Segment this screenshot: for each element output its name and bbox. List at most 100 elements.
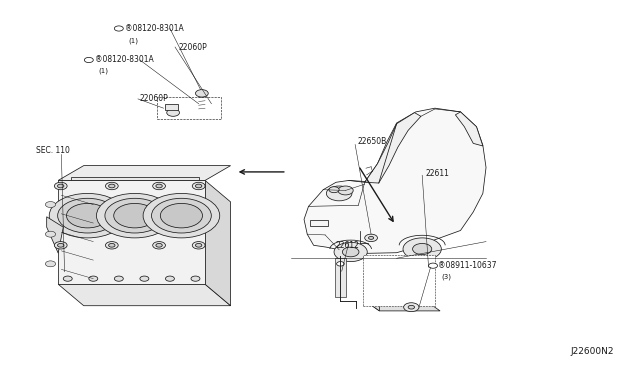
Circle shape [143,193,220,238]
Bar [157,97,221,119]
Circle shape [195,243,202,247]
Circle shape [84,57,93,62]
Bar [409,279,415,283]
Circle shape [166,276,174,281]
Text: (1): (1) [99,68,108,74]
Bar [374,279,381,283]
Circle shape [334,242,367,262]
Circle shape [403,238,442,260]
Circle shape [326,186,352,201]
Circle shape [195,90,208,97]
Circle shape [106,241,118,249]
Bar [368,258,429,303]
Circle shape [153,241,166,249]
Circle shape [365,234,378,241]
Bar [409,271,415,276]
Bar [409,294,415,298]
Polygon shape [365,113,421,183]
Circle shape [156,243,163,247]
Circle shape [67,203,109,228]
Text: (3): (3) [442,273,451,280]
Circle shape [337,262,344,266]
Circle shape [97,193,173,238]
Circle shape [404,303,419,312]
Text: 22060P: 22060P [140,94,169,103]
Circle shape [58,243,64,247]
Bar [363,255,435,306]
Text: 22612: 22612 [336,241,360,250]
Circle shape [429,263,438,268]
Bar [205,110,216,115]
Polygon shape [58,284,230,306]
Bar [58,180,205,284]
Circle shape [109,243,115,247]
Bar [397,279,404,283]
Text: (1): (1) [129,37,138,44]
Circle shape [109,184,115,188]
Bar [386,294,392,298]
Circle shape [156,184,163,188]
Polygon shape [47,217,63,253]
Circle shape [114,203,156,228]
Text: 22060P: 22060P [178,42,207,51]
Circle shape [153,182,166,190]
Text: ®08120-8301A: ®08120-8301A [125,24,184,33]
Circle shape [161,203,202,228]
Text: ®08120-8301A: ®08120-8301A [95,55,154,64]
Circle shape [329,187,339,193]
Polygon shape [205,180,230,306]
Circle shape [182,106,189,110]
Bar [374,286,381,291]
Bar [193,106,212,114]
Polygon shape [58,166,230,180]
Bar [386,279,392,283]
Circle shape [152,198,211,233]
Circle shape [178,104,193,113]
Circle shape [413,243,432,254]
Bar [166,104,178,110]
Text: J22600N2: J22600N2 [570,347,614,356]
Circle shape [192,241,205,249]
Bar [386,271,392,276]
Bar [374,294,381,298]
Polygon shape [368,303,440,311]
Circle shape [45,202,56,208]
Bar [397,294,404,298]
Bar [374,271,381,276]
Circle shape [106,182,118,190]
Circle shape [191,276,200,281]
Circle shape [369,236,374,239]
Bar [386,286,392,291]
Polygon shape [368,258,380,311]
Circle shape [115,276,124,281]
Text: ®08911-10637: ®08911-10637 [438,261,497,270]
Circle shape [54,241,67,249]
Bar [374,264,381,269]
Circle shape [195,184,202,188]
Circle shape [115,26,124,31]
Circle shape [89,276,98,281]
Circle shape [408,305,415,309]
Circle shape [45,261,56,267]
Polygon shape [304,108,486,253]
Circle shape [167,109,179,116]
Polygon shape [456,112,483,146]
Circle shape [338,186,353,195]
Circle shape [45,231,56,237]
Text: SEC. 110: SEC. 110 [36,146,70,155]
Text: 22611: 22611 [426,169,449,177]
Bar [397,286,404,291]
Bar [397,264,404,269]
Polygon shape [71,177,198,180]
Circle shape [63,276,72,281]
Bar [310,221,328,226]
Circle shape [342,247,359,257]
Bar [409,264,415,269]
Circle shape [192,182,205,190]
Circle shape [58,184,64,188]
Bar [335,258,346,297]
Circle shape [54,182,67,190]
Bar [409,286,415,291]
Circle shape [105,198,164,233]
Text: 22650B: 22650B [357,137,387,146]
